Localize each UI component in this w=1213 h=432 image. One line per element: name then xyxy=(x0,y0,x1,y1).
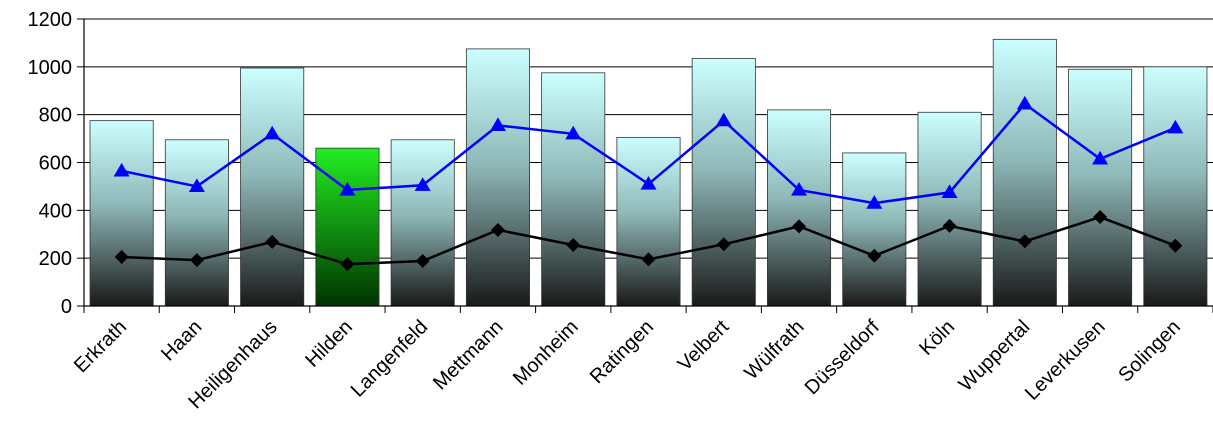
x-tick-label: Haan xyxy=(157,316,206,365)
diamond-marker xyxy=(867,248,882,263)
bar xyxy=(390,139,455,307)
bar xyxy=(1068,68,1133,307)
diamond-marker xyxy=(716,237,731,252)
diamond-marker xyxy=(114,249,129,264)
bar xyxy=(465,48,530,307)
triangle-marker xyxy=(1092,150,1109,165)
triangle-marker xyxy=(414,177,431,191)
triangle-marker xyxy=(1167,119,1184,134)
diamond-marker xyxy=(189,253,204,268)
triangle-marker xyxy=(1016,95,1033,110)
triangle-marker xyxy=(339,182,356,196)
y-tick-label: 200 xyxy=(39,248,72,270)
triangle-marker xyxy=(791,182,808,196)
y-tick-label: 800 xyxy=(39,105,72,127)
bar xyxy=(992,38,1057,307)
bar xyxy=(164,139,229,307)
diamond-marker xyxy=(1093,210,1108,225)
diamond-marker xyxy=(415,254,430,269)
y-tick-labels: 0 200 400 600 800 1000 1200 xyxy=(28,9,73,318)
diamond-marker xyxy=(641,252,656,267)
triangle-marker xyxy=(715,112,732,127)
x-tick-label: Langenfeld xyxy=(347,316,433,402)
x-tick-label: Monheim xyxy=(509,316,583,390)
triangle-marker xyxy=(565,125,582,140)
bar xyxy=(691,58,756,307)
bar xyxy=(917,111,982,307)
x-tick-label: Erkrath xyxy=(70,316,131,377)
bar xyxy=(616,136,681,307)
x-tick-label: Düsseldorf xyxy=(801,316,884,399)
x-tick-label: Köln xyxy=(915,316,959,360)
x-tick-label: Leverkusen xyxy=(1021,316,1110,405)
bar-highlighted xyxy=(315,147,380,307)
y-tick-label: 0 xyxy=(61,296,72,318)
bar xyxy=(240,67,305,307)
diamond-marker xyxy=(566,238,581,253)
axes xyxy=(77,18,1213,313)
diamond-marker xyxy=(1017,234,1032,249)
x-tick-label: Hilden xyxy=(301,316,357,372)
triangle-marker xyxy=(113,162,130,177)
y-tick-label: 1000 xyxy=(28,57,73,79)
x-tick-label: Mettmann xyxy=(429,316,507,394)
y-tick-label: 400 xyxy=(39,200,72,222)
bar xyxy=(767,109,832,307)
diamond-marker xyxy=(265,234,280,249)
diamond-marker xyxy=(340,257,355,272)
x-tick-label: Wülfrath xyxy=(740,316,808,384)
triangle-marker xyxy=(941,184,958,198)
triangle-marker xyxy=(264,125,281,140)
diamond-marker xyxy=(942,218,957,233)
bar-series xyxy=(89,38,1208,307)
bar xyxy=(89,120,154,307)
bar xyxy=(1143,66,1208,307)
bar xyxy=(842,152,907,307)
diamond-marker xyxy=(490,222,505,237)
triangle-marker xyxy=(188,178,205,193)
triangle-marker xyxy=(866,195,883,209)
line-series xyxy=(113,95,1184,272)
x-tick-label: Wuppertal xyxy=(955,316,1035,396)
x-tick-label: Solingen xyxy=(1114,316,1185,387)
diamond-marker xyxy=(1168,238,1183,253)
bar xyxy=(541,72,606,307)
x-tick-label: Ratingen xyxy=(586,316,658,388)
triangle-marker xyxy=(640,176,657,190)
y-tick-label: 1200 xyxy=(28,9,73,31)
y-tick-label: 600 xyxy=(39,153,72,175)
x-tick-label: Velbert xyxy=(674,316,734,376)
diamond-marker xyxy=(792,219,807,234)
triangle-marker xyxy=(489,117,506,132)
